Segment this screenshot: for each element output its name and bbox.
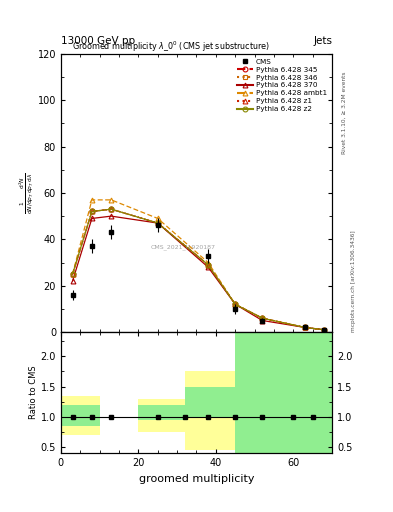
Text: Groomed multiplicity $\lambda\_0^0$ (CMS jet substructure): Groomed multiplicity $\lambda\_0^0$ (CMS… [72,39,270,54]
Y-axis label: Ratio to CMS: Ratio to CMS [29,366,38,419]
Pythia 6.428 345 [155,220,160,226]
Pythia 6.428 370 [155,220,160,226]
Line: Pythia 6.428 346: Pythia 6.428 346 [70,207,327,332]
Pythia 6.428 z1 [303,325,307,331]
Pythia 6.428 ambt1 [233,301,238,307]
Pythia 6.428 z1 [109,206,114,212]
Pythia 6.428 z1 [206,262,211,268]
Text: Rivet 3.1.10, ≥ 3.2M events: Rivet 3.1.10, ≥ 3.2M events [342,71,346,154]
Pythia 6.428 ambt1 [90,197,94,203]
Pythia 6.428 370 [206,264,211,270]
Pythia 6.428 345 [322,327,327,333]
Pythia 6.428 346 [260,315,265,321]
Pythia 6.428 z2 [90,208,94,215]
Pythia 6.428 345 [109,206,114,212]
Pythia 6.428 345 [233,301,238,307]
Pythia 6.428 346 [155,220,160,226]
Pythia 6.428 346 [303,325,307,331]
Pythia 6.428 370 [260,317,265,324]
Pythia 6.428 z2 [322,327,327,333]
Pythia 6.428 370 [70,278,75,284]
Pythia 6.428 z2 [70,271,75,277]
Pythia 6.428 z2 [206,262,211,268]
Pythia 6.428 370 [322,327,327,333]
Pythia 6.428 346 [70,271,75,277]
Text: Jets: Jets [313,36,332,46]
Pythia 6.428 z1 [90,208,94,215]
X-axis label: groomed multiplicity: groomed multiplicity [139,474,254,483]
Pythia 6.428 ambt1 [155,216,160,222]
Pythia 6.428 370 [233,301,238,307]
Pythia 6.428 345 [260,315,265,321]
Line: Pythia 6.428 370: Pythia 6.428 370 [70,214,327,332]
Text: CMS_2021_I1920187: CMS_2021_I1920187 [151,245,215,250]
Pythia 6.428 345 [303,325,307,331]
Line: Pythia 6.428 ambt1: Pythia 6.428 ambt1 [70,198,327,332]
Pythia 6.428 z2 [155,220,160,226]
Pythia 6.428 z2 [303,325,307,331]
Pythia 6.428 z2 [260,315,265,321]
Line: Pythia 6.428 z1: Pythia 6.428 z1 [70,207,327,332]
Text: 13000 GeV pp: 13000 GeV pp [61,36,135,46]
Pythia 6.428 346 [90,208,94,215]
Pythia 6.428 ambt1 [70,271,75,277]
Pythia 6.428 z1 [155,220,160,226]
Pythia 6.428 ambt1 [260,315,265,321]
Pythia 6.428 346 [109,206,114,212]
Pythia 6.428 345 [70,271,75,277]
Pythia 6.428 ambt1 [322,327,327,333]
Pythia 6.428 z2 [233,301,238,307]
Pythia 6.428 370 [90,216,94,222]
Text: mcplots.cern.ch [arXiv:1306.3436]: mcplots.cern.ch [arXiv:1306.3436] [351,231,356,332]
Pythia 6.428 346 [206,262,211,268]
Pythia 6.428 ambt1 [303,325,307,331]
Pythia 6.428 370 [303,325,307,331]
Pythia 6.428 346 [322,327,327,333]
Pythia 6.428 ambt1 [206,260,211,266]
Pythia 6.428 z1 [70,271,75,277]
Pythia 6.428 z2 [109,206,114,212]
Pythia 6.428 z1 [233,301,238,307]
Line: Pythia 6.428 345: Pythia 6.428 345 [70,207,327,332]
Pythia 6.428 345 [206,262,211,268]
Pythia 6.428 345 [90,208,94,215]
Y-axis label: $\frac{1}{\mathrm{d}N / \mathrm{d}p_T}\frac{\mathrm{d}^2N}{\mathrm{d}p_T\,\mathr: $\frac{1}{\mathrm{d}N / \mathrm{d}p_T}\f… [18,172,36,214]
Legend: CMS, Pythia 6.428 345, Pythia 6.428 346, Pythia 6.428 370, Pythia 6.428 ambt1, P: CMS, Pythia 6.428 345, Pythia 6.428 346,… [236,57,329,114]
Pythia 6.428 ambt1 [109,197,114,203]
Pythia 6.428 346 [233,301,238,307]
Line: Pythia 6.428 z2: Pythia 6.428 z2 [70,207,327,332]
Pythia 6.428 370 [109,213,114,219]
Pythia 6.428 z1 [260,315,265,321]
Pythia 6.428 z1 [322,327,327,333]
